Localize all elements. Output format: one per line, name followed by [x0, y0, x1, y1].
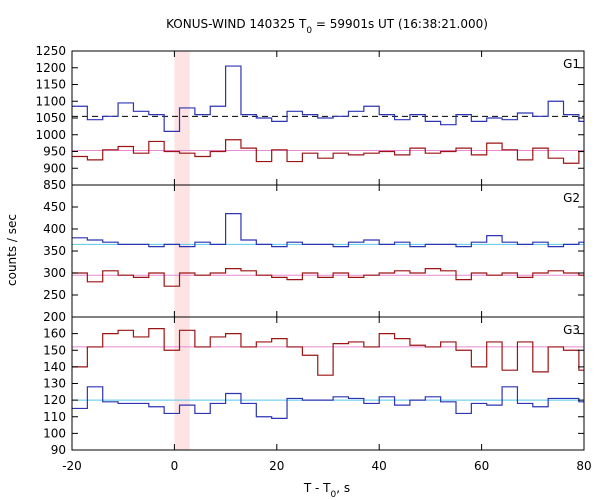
y-axis-label: counts / sec [5, 214, 19, 286]
chart-title: KONUS-WIND 140325 T0 = 59901s UT (16:38:… [166, 17, 488, 36]
y-tick-label-g1: 1250 [35, 44, 66, 58]
y-tick-label-g1: 850 [43, 178, 66, 192]
y-tick-label-g3: 90 [51, 443, 66, 457]
x-tick-label: 0 [171, 459, 179, 473]
y-tick-label-g1: 1100 [35, 94, 66, 108]
series-red-g2 [72, 268, 584, 287]
y-tick-label-g1: 900 [43, 161, 66, 175]
y-tick-label-g1: 950 [43, 145, 66, 159]
panel-label-g1: G1 [563, 57, 580, 71]
panel-label-g2: G2 [563, 191, 580, 205]
y-tick-label-g3: 160 [43, 327, 66, 341]
y-tick-label-g3: 140 [43, 360, 66, 374]
y-tick-label-g2: 450 [43, 200, 66, 214]
panel-frame-g2 [71, 184, 585, 318]
x-axis-label-rest: , s [336, 481, 350, 495]
y-tick-label-g2: 400 [43, 222, 66, 236]
x-axis-label: T - T0, s [303, 481, 350, 500]
y-tick-label-g3: 120 [43, 393, 66, 407]
x-axis-label-main: T - T [303, 481, 331, 495]
x-tick-label: 40 [372, 459, 387, 473]
y-tick-label-g2: 200 [43, 310, 66, 324]
series-blue-g1 [72, 65, 584, 132]
y-tick-label-g1: 1200 [35, 61, 66, 75]
x-axis-label-subscript: 0 [331, 490, 337, 500]
axes: 850900950100010501100115012001250G120025… [35, 44, 591, 473]
y-tick-label-g3: 150 [43, 343, 66, 357]
y-tick-label-g2: 300 [43, 266, 66, 280]
chart-title-main: KONUS-WIND 140325 T [166, 17, 307, 31]
y-tick-label-g1: 1000 [35, 128, 66, 142]
x-tick-label: 20 [269, 459, 284, 473]
y-tick-label-g3: 130 [43, 377, 66, 391]
panel-label-g3: G3 [563, 323, 580, 337]
x-tick-label: 80 [576, 459, 591, 473]
highlight-band-g1 [174, 51, 190, 185]
series-red-g3 [72, 328, 584, 376]
y-tick-label-g3: 110 [43, 410, 66, 424]
highlight-band-g2 [174, 185, 190, 317]
y-tick-label-g2: 250 [43, 288, 66, 302]
series-layer [72, 65, 584, 420]
x-tick-label: -20 [62, 459, 82, 473]
background-lines [72, 115, 584, 401]
series-red-g1 [72, 139, 584, 164]
y-tick-label-g1: 1150 [35, 78, 66, 92]
chart-title-subscript: 0 [306, 26, 312, 36]
series-blue-g2 [72, 213, 584, 248]
highlight-bands [174, 51, 190, 450]
y-tick-label-g3: 100 [43, 426, 66, 440]
chart-title-rest: = 59901s UT (16:38:21.000) [312, 17, 488, 31]
y-tick-label-g1: 1050 [35, 111, 66, 125]
x-tick-label: 60 [474, 459, 489, 473]
series-blue-g3 [72, 386, 584, 420]
y-tick-label-g2: 350 [43, 244, 66, 258]
highlight-band-g3 [174, 317, 190, 450]
